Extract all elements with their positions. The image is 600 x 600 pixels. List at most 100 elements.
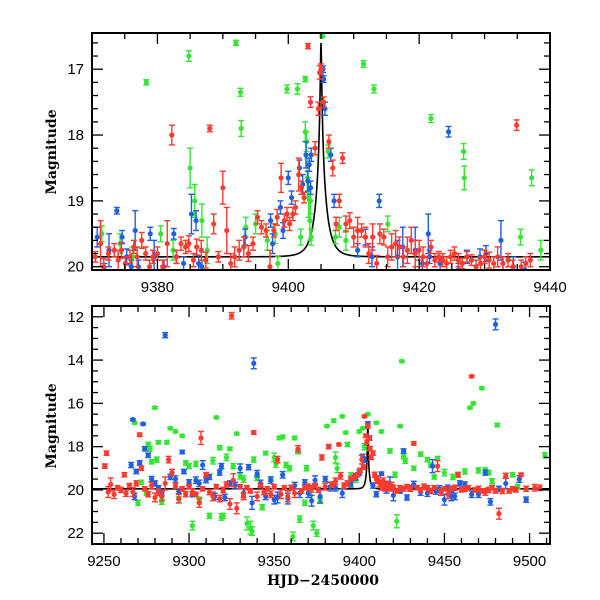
data-point-red: [223, 206, 230, 255]
marker: [220, 185, 226, 191]
data-point-blue: [221, 493, 228, 502]
marker: [332, 234, 338, 240]
data-point-blue: [308, 494, 315, 507]
data-point-blue: [218, 462, 225, 470]
marker: [278, 175, 284, 181]
data-point-red: [126, 249, 133, 265]
data-point-green: [302, 75, 309, 83]
marker: [251, 360, 257, 366]
data-point-red: [495, 507, 502, 520]
data-point-red: [240, 492, 247, 501]
marker: [286, 221, 293, 227]
marker: [295, 446, 301, 452]
data-point-green: [410, 465, 417, 472]
data-point-red: [216, 494, 223, 503]
data-point-blue: [354, 242, 361, 258]
marker: [441, 470, 448, 476]
data-point-red: [292, 200, 299, 215]
y-axis: 12 14 16 18 20 22: [67, 305, 550, 545]
data-point-blue: [339, 488, 346, 499]
marker: [137, 460, 143, 466]
marker: [538, 247, 544, 253]
marker: [246, 464, 252, 470]
data-point-green: [155, 439, 162, 445]
marker: [213, 484, 219, 490]
data-point-red: [354, 216, 361, 245]
data-point-red: [230, 472, 237, 488]
marker: [329, 481, 335, 488]
data-point-red: [274, 455, 281, 464]
data-point-blue: [267, 476, 274, 485]
data-point-green: [541, 451, 548, 459]
data-point-red: [271, 483, 278, 490]
marker: [337, 473, 344, 479]
marker: [462, 468, 468, 475]
data-point-green: [336, 216, 343, 238]
marker: [230, 463, 236, 469]
data-point-red: [522, 256, 529, 270]
data-point-red: [346, 212, 353, 230]
marker: [220, 513, 226, 519]
data-point-red: [342, 215, 349, 233]
marker: [192, 198, 198, 204]
data-point-red: [165, 455, 172, 464]
marker: [241, 244, 247, 250]
data-point-red: [130, 239, 137, 255]
data-point-red: [420, 246, 427, 268]
marker: [355, 472, 361, 478]
marker: [314, 530, 320, 536]
marker: [498, 237, 504, 243]
data-point-blue: [492, 318, 499, 331]
data-point-blue: [482, 469, 489, 476]
marker: [339, 155, 346, 161]
marker: [441, 486, 448, 492]
marker: [127, 254, 133, 260]
data-point-red: [281, 484, 288, 491]
marker: [461, 175, 467, 181]
marker: [188, 211, 195, 217]
data-point-red: [175, 493, 182, 504]
data-point-red: [468, 254, 475, 267]
marker: [154, 250, 161, 257]
data-point-red: [274, 208, 281, 226]
marker: [263, 227, 269, 234]
marker: [130, 416, 136, 423]
data-point-blue: [254, 469, 261, 478]
marker: [196, 480, 202, 487]
marker: [284, 86, 290, 92]
series-red: [92, 42, 534, 270]
y-tick-label: 20: [67, 482, 84, 499]
data-point-blue: [179, 449, 186, 455]
marker: [119, 234, 125, 240]
data-point-red: [107, 477, 114, 492]
data-point-red: [459, 257, 466, 270]
marker: [105, 489, 111, 495]
data-point-red: [369, 223, 376, 251]
marker: [387, 448, 393, 454]
data-point-green: [509, 471, 516, 478]
marker: [285, 493, 291, 499]
data-point-red: [412, 239, 419, 268]
data-point-green: [233, 431, 240, 437]
marker: [470, 400, 476, 406]
data-point-red: [182, 239, 189, 255]
data-point-blue: [331, 193, 338, 209]
marker: [155, 489, 162, 495]
data-point-green: [397, 423, 404, 429]
data-point-red: [481, 249, 488, 265]
data-point-green: [344, 441, 351, 448]
data-point-green: [373, 420, 380, 426]
top-y-axis-title: Magnitude: [44, 109, 60, 194]
data-point-red: [197, 430, 204, 446]
data-point-blue: [523, 496, 530, 503]
marker: [105, 250, 111, 257]
data-point-red: [231, 246, 238, 268]
bottom-x-axis-title: HJD−2450000: [267, 573, 379, 589]
marker: [94, 234, 100, 240]
marker: [190, 257, 197, 263]
data-point-green: [339, 413, 346, 419]
marker: [441, 497, 448, 503]
marker: [178, 241, 184, 247]
marker: [369, 254, 375, 260]
marker: [523, 486, 529, 492]
